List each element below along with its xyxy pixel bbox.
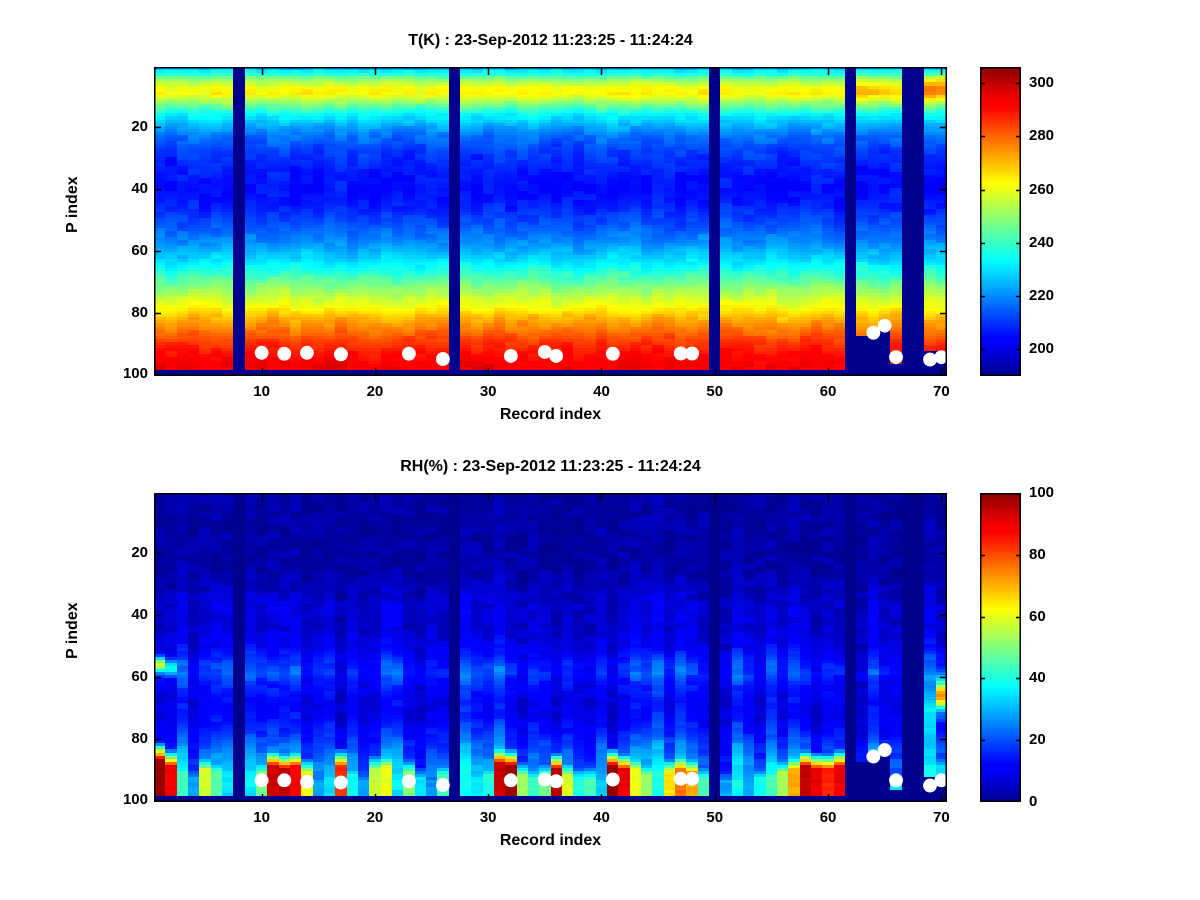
- y-tick-label: 100: [122, 365, 148, 383]
- y-tick-label: 40: [131, 606, 148, 624]
- x-tick-label: 60: [819, 383, 837, 400]
- temperature-colorbar: [980, 67, 1021, 376]
- x-tick-label: 20: [366, 809, 384, 826]
- rh-colorbar: [980, 493, 1021, 802]
- y-tick-label: 80: [131, 729, 148, 747]
- colorbar-tick-label: 40: [1029, 669, 1046, 687]
- colorbar-tick-label: 0: [1029, 793, 1038, 810]
- temperature-x-axis-label: Record index: [499, 406, 602, 423]
- colorbar-tick-label: 60: [1029, 607, 1046, 625]
- colorbar-tick-label: 80: [1029, 545, 1046, 563]
- colorbar-tick-label: 280: [1029, 127, 1055, 145]
- rh-plot-title: RH(%) : 23-Sep-2012 11:23:25 - 11:24:24: [400, 458, 701, 475]
- y-tick-label: 60: [131, 667, 148, 685]
- colorbar-tick-label: 240: [1029, 233, 1055, 251]
- x-tick-label: 20: [366, 383, 384, 400]
- temperature-plot-title: T(K) : 23-Sep-2012 11:23:25 - 11:24:24: [408, 32, 693, 49]
- x-tick-label: 30: [479, 809, 497, 826]
- y-tick-label: 60: [131, 241, 148, 259]
- colorbar-tick-label: 200: [1029, 340, 1055, 358]
- temperature-heatmap: [154, 67, 947, 376]
- colorbar-tick-label: 100: [1029, 484, 1055, 501]
- y-tick-label: 40: [131, 180, 148, 198]
- colorbar-tick-label: 20: [1029, 731, 1046, 749]
- y-tick-label: 80: [131, 303, 148, 321]
- y-tick-label: 20: [131, 544, 148, 562]
- rh-x-axis-label: Record index: [499, 832, 602, 849]
- y-tick-label: 20: [131, 118, 148, 136]
- x-tick-label: 30: [479, 383, 497, 400]
- x-tick-label: 10: [253, 809, 270, 826]
- x-tick-label: 40: [593, 383, 610, 400]
- x-tick-label: 60: [819, 809, 837, 826]
- colorbar-tick-label: 260: [1029, 180, 1055, 198]
- temperature-y-axis-label: P index: [64, 176, 81, 233]
- x-tick-label: 70: [932, 809, 950, 826]
- colorbar-tick-label: 220: [1029, 287, 1055, 305]
- x-tick-label: 50: [706, 809, 724, 826]
- x-tick-label: 40: [593, 809, 610, 826]
- x-tick-label: 10: [253, 383, 270, 400]
- x-tick-label: 50: [706, 383, 724, 400]
- rh-y-axis-label: P index: [64, 602, 81, 659]
- y-tick-label: 100: [122, 791, 148, 809]
- x-tick-label: 70: [932, 383, 950, 400]
- rh-heatmap: [154, 493, 947, 802]
- colorbar-tick-label: 300: [1029, 73, 1055, 91]
